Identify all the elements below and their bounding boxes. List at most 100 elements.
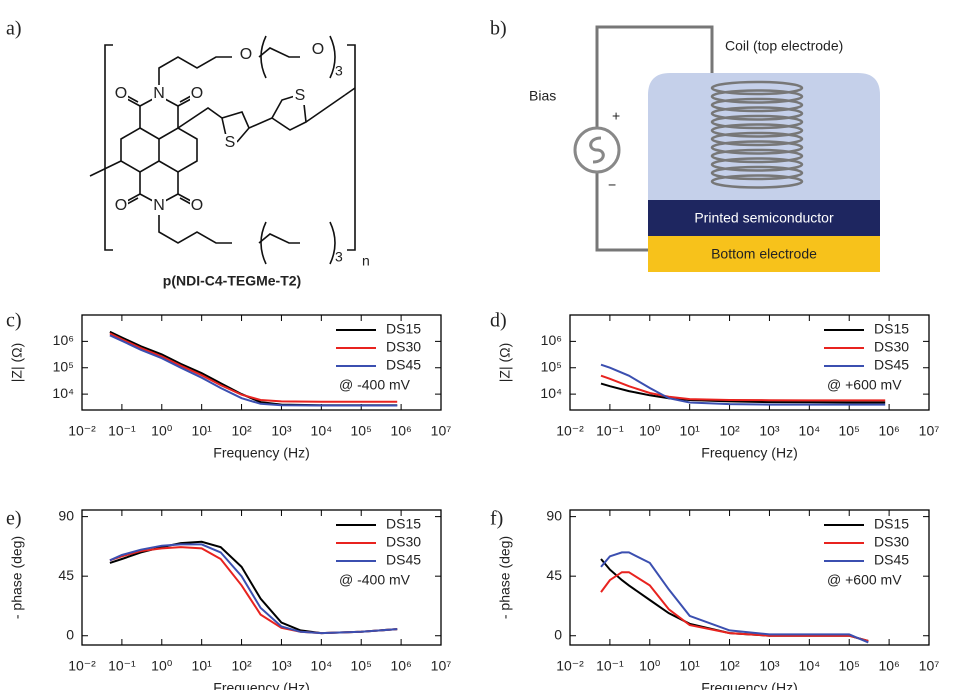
y-tick-label: 10⁴ <box>540 385 562 401</box>
y-tick-label: 90 <box>546 507 562 523</box>
x-tick-label: 10⁴ <box>799 658 821 674</box>
x-tick-label: 10⁴ <box>799 423 821 439</box>
coil-turn <box>710 123 804 138</box>
x-tick-label: 10⁵ <box>351 658 372 674</box>
coil-turn <box>710 157 804 172</box>
legend-label: DS45 <box>874 357 909 373</box>
atom: O <box>312 41 324 58</box>
plus-label: + <box>612 108 620 124</box>
y-tick-label: 10⁵ <box>53 358 74 374</box>
x-tick-label: 10³ <box>759 423 780 439</box>
y-axis-label: |Z| (Ω) <box>497 343 513 383</box>
atom-bg <box>190 197 204 215</box>
chain <box>158 47 300 244</box>
atom-bg <box>190 85 204 103</box>
bracket <box>104 44 356 251</box>
legend-label: DS15 <box>386 516 421 532</box>
atom: N <box>153 197 165 214</box>
coil-label: Coil (top electrode) <box>725 38 843 54</box>
y-tick-label: 90 <box>58 507 74 523</box>
atom-bg <box>239 46 253 64</box>
atom: S <box>295 87 306 104</box>
y-tick-label: 10⁴ <box>52 385 74 401</box>
x-tick-label: 10⁴ <box>311 658 333 674</box>
series-line <box>600 571 869 642</box>
legend-label: DS45 <box>386 357 421 373</box>
panel-label: a) <box>6 18 22 40</box>
x-tick-label: 10⁵ <box>351 423 372 439</box>
plot-frame <box>81 509 442 646</box>
legend-label: DS30 <box>386 339 421 355</box>
x-tick-label: 10⁻¹ <box>596 658 624 674</box>
atom: O <box>240 46 252 63</box>
x-tick-label: 10¹ <box>192 423 213 439</box>
x-tick-label: 10⁷ <box>431 423 452 439</box>
legend-label: DS30 <box>874 534 909 550</box>
coil-turn <box>710 97 804 113</box>
subscript: 3 <box>335 249 343 265</box>
panel-label: f) <box>490 508 503 530</box>
series-line <box>600 363 886 406</box>
x-tick-label: 10³ <box>271 423 292 439</box>
y-axis-label: |Z| (Ω) <box>9 343 25 383</box>
coil-turn <box>710 106 804 121</box>
series-line <box>600 374 886 402</box>
bias-label: Bias <box>529 88 556 104</box>
x-tick-label: 10² <box>231 423 252 439</box>
y-axis-label: - phase (deg) <box>9 536 25 619</box>
x-tick-label: 10⁻² <box>68 658 96 674</box>
x-tick-label: 10⁵ <box>839 658 860 674</box>
plot-frame <box>569 314 930 411</box>
atom-bg <box>311 41 325 59</box>
x-tick-label: 10⁰ <box>639 658 661 674</box>
x-axis-label: Frequency (Hz) <box>213 445 309 461</box>
x-tick-label: 10⁻² <box>68 423 96 439</box>
y-axis-label: - phase (deg) <box>497 536 513 619</box>
x-axis-label: Frequency (Hz) <box>701 445 797 461</box>
minus-label: − <box>608 177 616 193</box>
panel-label: b) <box>490 18 507 40</box>
atom-bg <box>114 85 128 103</box>
y-tick-label: 45 <box>546 567 562 583</box>
compound-name: p(NDI-C4-TEGMe-T2) <box>163 273 301 289</box>
wire <box>595 25 714 252</box>
series-line <box>109 330 398 407</box>
x-tick-label: 10⁰ <box>151 423 173 439</box>
atom-bg <box>152 85 166 103</box>
x-axis-label: Frequency (Hz) <box>701 680 797 690</box>
x-tick-label: 10⁷ <box>431 658 452 674</box>
legend-label: DS15 <box>386 321 421 337</box>
series-line <box>600 551 869 644</box>
x-tick-label: 10⁶ <box>390 658 411 674</box>
atom: O <box>191 197 203 214</box>
semiconductor-layer <box>648 200 880 236</box>
x-tick-label: 10⁰ <box>639 423 661 439</box>
semiconductor-label: Printed semiconductor <box>694 210 834 226</box>
x-tick-label: 10¹ <box>680 658 701 674</box>
legend-label: DS15 <box>874 516 909 532</box>
x-tick-label: 10⁻¹ <box>108 423 136 439</box>
atom-bg <box>223 134 237 152</box>
repeat-unit: n <box>362 253 370 269</box>
annotation: @ +600 mV <box>827 572 902 588</box>
x-tick-label: 10⁵ <box>839 423 860 439</box>
legend-label: DS45 <box>874 552 909 568</box>
backbone <box>344 87 356 96</box>
x-tick-label: 10⁶ <box>878 658 899 674</box>
y-tick-label: 45 <box>58 567 74 583</box>
series-line <box>109 334 398 407</box>
electrode-label: Bottom electrode <box>711 246 817 262</box>
coil-turn <box>710 114 804 130</box>
coil-turn <box>710 80 804 96</box>
carbonyl <box>126 95 192 205</box>
series-line <box>109 332 398 403</box>
device: Coil (top electrode) Bias + − Printed se… <box>529 25 880 272</box>
x-tick-label: 10³ <box>271 658 292 674</box>
coil-turn <box>710 174 804 189</box>
x-tick-label: 10⁶ <box>878 423 899 439</box>
x-tick-label: 10³ <box>759 658 780 674</box>
x-tick-label: 10² <box>719 423 740 439</box>
annotation: @ -400 mV <box>339 572 411 588</box>
bottom-electrode <box>648 236 880 272</box>
